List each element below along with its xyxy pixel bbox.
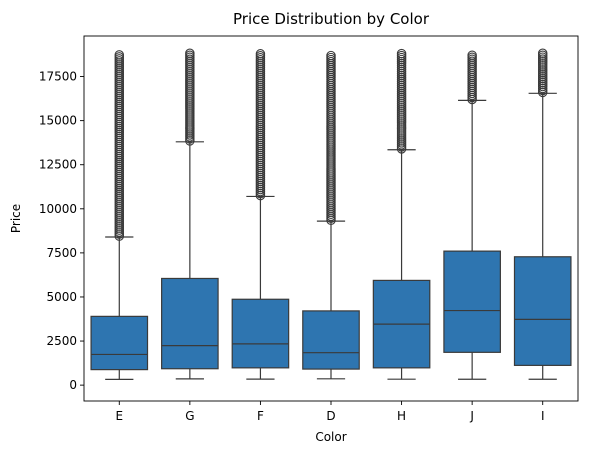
y-tick-label: 10000	[39, 202, 77, 216]
chart-title: Price Distribution by Color	[233, 10, 430, 28]
x-axis-label: Color	[315, 430, 346, 444]
box-group-F	[231, 49, 290, 380]
outlier-points	[537, 48, 548, 98]
outlier-point	[185, 136, 195, 146]
y-tick-label: 5000	[46, 290, 77, 304]
outlier-point	[396, 144, 407, 154]
box-iqr	[90, 315, 149, 371]
y-tick-label: 17500	[39, 70, 77, 84]
box-iqr	[302, 310, 360, 370]
x-tick-label: J	[469, 409, 474, 423]
box-iqr	[161, 277, 219, 370]
x-tick-label: E	[115, 409, 123, 423]
outlier-points	[467, 50, 477, 105]
y-tick-label: 7500	[46, 246, 77, 260]
x-tick-label: G	[185, 409, 194, 423]
box-iqr	[231, 298, 290, 369]
plot-frame	[83, 35, 579, 402]
y-axis-label: Price	[9, 204, 23, 233]
x-tick-label: I	[541, 409, 545, 423]
box-group-D	[302, 50, 360, 380]
box-iqr	[443, 250, 501, 353]
y-axis: 0 2500 5000 7500 10000 12500 15000 17500	[39, 70, 84, 392]
outlier-points	[255, 49, 266, 201]
box-group-H	[372, 48, 431, 380]
outlier-point	[467, 94, 477, 105]
box-group-I	[513, 48, 572, 380]
outlier-points	[185, 48, 195, 146]
outlier-point	[114, 231, 125, 241]
outlier-point	[255, 190, 266, 201]
outlier-points	[396, 48, 407, 154]
x-tick-label: D	[326, 409, 335, 423]
y-tick-label: 0	[69, 378, 77, 392]
box-iqr	[513, 256, 572, 366]
outlier-points	[114, 50, 125, 241]
y-tick-label: 15000	[39, 114, 77, 128]
box-group-E	[90, 50, 149, 380]
outlier-points	[326, 50, 336, 226]
box-group-J	[443, 50, 501, 380]
outlier-point	[537, 87, 548, 98]
outlier-point	[326, 215, 336, 226]
y-tick-label: 2500	[46, 334, 77, 348]
plot-area	[90, 48, 572, 380]
x-tick-label: F	[257, 409, 264, 423]
y-tick-label: 12500	[39, 158, 77, 172]
box-group-G	[161, 48, 219, 380]
x-tick-label: H	[397, 409, 406, 423]
